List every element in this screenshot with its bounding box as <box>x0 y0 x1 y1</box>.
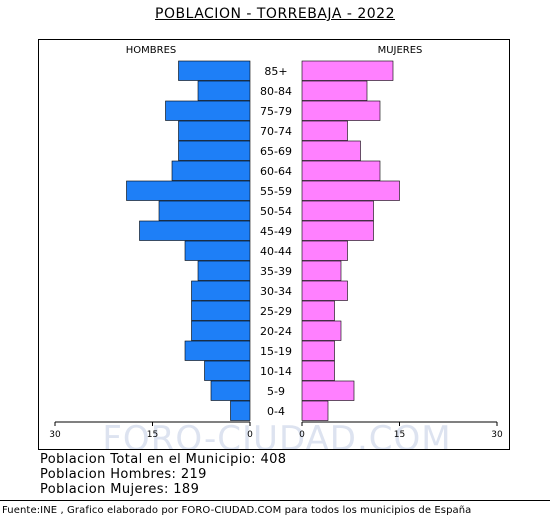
bar-men-85+ <box>178 60 251 81</box>
bar-women-85+ <box>301 60 394 81</box>
age-group-label: 35-39 <box>260 265 292 278</box>
bar-men-25-29 <box>191 300 251 321</box>
age-group-label: 0-4 <box>267 405 285 418</box>
bar-men-5-9 <box>210 380 251 401</box>
x-tick-label-women: 0 <box>299 430 305 440</box>
x-tick-label-women: 15 <box>394 430 405 440</box>
age-group-label: 85+ <box>264 65 287 78</box>
bar-women-75-79 <box>301 100 381 121</box>
bar-women-80-84 <box>301 80 368 101</box>
bar-men-80-84 <box>197 80 251 101</box>
bar-women-15-19 <box>301 340 335 361</box>
chart-frame: FORO-CIUDAD.COM HOMBRES MUJERES 85+ 80-84… <box>38 39 510 450</box>
bar-women-20-24 <box>301 320 342 341</box>
legend-label-women: MUJERES <box>378 45 423 56</box>
age-group-label: 60-64 <box>260 165 292 178</box>
watermark: FORO-CIUDAD.COM <box>102 419 451 449</box>
bar-men-60-64 <box>171 160 251 181</box>
bar-men-45-49 <box>139 220 251 241</box>
bar-men-50-54 <box>158 200 251 221</box>
age-group-label: 20-24 <box>260 325 292 338</box>
age-group-label: 45-49 <box>260 225 292 238</box>
bar-men-55-59 <box>126 180 251 201</box>
bar-men-30-34 <box>191 280 251 301</box>
stat-women: Poblacion Mujeres: 189 <box>40 482 200 497</box>
bar-women-5-9 <box>301 380 355 401</box>
age-group-label: 50-54 <box>260 205 292 218</box>
age-group-label: 75-79 <box>260 105 292 118</box>
x-tick-label-women: 30 <box>491 430 503 440</box>
bar-women-25-29 <box>301 300 335 321</box>
bar-men-35-39 <box>197 260 251 281</box>
bar-women-35-39 <box>301 260 342 281</box>
age-group-label: 15-19 <box>260 345 292 358</box>
bar-men-40-44 <box>184 240 251 261</box>
chart-title: POBLACION - TORREBAJA - 2022 <box>155 6 395 22</box>
bar-women-70-74 <box>301 120 348 141</box>
age-group-label: 65-69 <box>260 145 292 158</box>
x-tick-label-men: 15 <box>147 430 158 440</box>
age-group-label: 5-9 <box>267 385 285 398</box>
bar-women-10-14 <box>301 360 335 381</box>
footer-divider <box>0 500 550 501</box>
bar-men-70-74 <box>178 120 251 141</box>
age-group-label: 25-29 <box>260 305 292 318</box>
bar-women-50-54 <box>301 200 374 221</box>
age-group-label: 70-74 <box>260 125 292 138</box>
bar-men-75-79 <box>165 100 251 121</box>
age-group-label: 55-59 <box>260 185 292 198</box>
bar-women-0-4 <box>301 400 329 421</box>
bar-men-20-24 <box>191 320 251 341</box>
bar-men-65-69 <box>178 140 251 161</box>
age-group-label: 40-44 <box>260 245 292 258</box>
bar-women-55-59 <box>301 180 400 201</box>
age-group-label: 10-14 <box>260 365 292 378</box>
bar-men-0-4 <box>230 400 251 421</box>
bar-women-65-69 <box>301 140 361 161</box>
bar-men-15-19 <box>184 340 251 361</box>
legend-label-men: HOMBRES <box>126 45 177 56</box>
stat-total: Poblacion Total en el Municipio: 408 <box>40 452 287 467</box>
bar-women-30-34 <box>301 280 348 301</box>
age-group-label: 80-84 <box>260 85 292 98</box>
x-tick-label-men: 0 <box>247 430 253 440</box>
bar-women-40-44 <box>301 240 348 261</box>
bar-men-10-14 <box>204 360 251 381</box>
population-pyramid-chart: FORO-CIUDAD.COM HOMBRES MUJERES 85+ 80-84… <box>49 45 503 449</box>
footer-source: Fuente:INE , Grafico elaborado por FORO-… <box>2 505 472 516</box>
bar-women-60-64 <box>301 160 381 181</box>
x-tick-label-men: 30 <box>49 430 61 440</box>
age-group-label: 30-34 <box>260 285 292 298</box>
bar-women-45-49 <box>301 220 374 241</box>
stat-men: Poblacion Hombres: 219 <box>40 467 207 482</box>
